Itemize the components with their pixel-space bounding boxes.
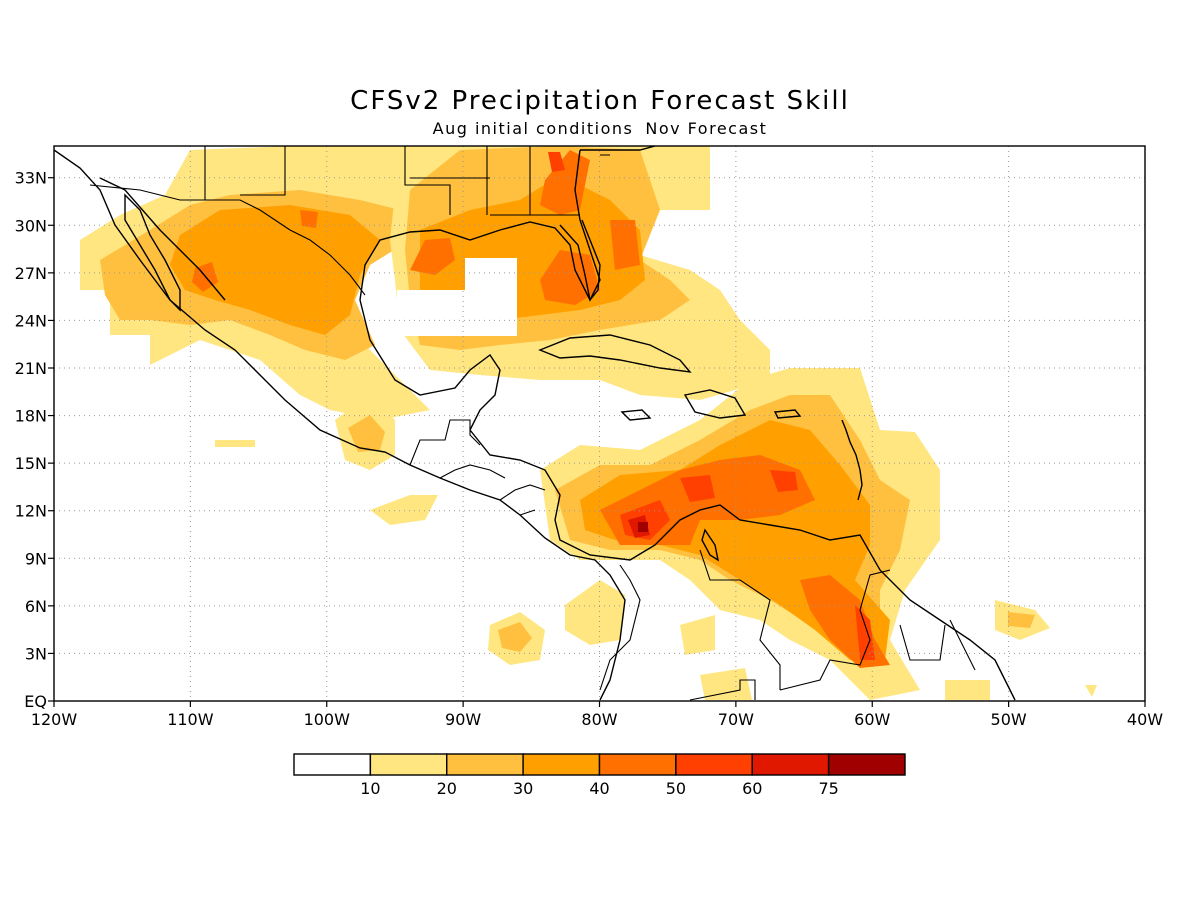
border-us-states (204, 146, 610, 216)
lon-tick-label: 60W (854, 710, 890, 729)
latitude-labels: 33N 30N 27N 24N 21N 18N 15N 12N 9N 6N 3N EQ (15, 169, 54, 711)
colorbar-label: 40 (589, 779, 609, 798)
shade-gulf-missing-b (397, 290, 465, 336)
lon-tick-label: 110W (167, 710, 214, 729)
coastline-atlantic-us (580, 146, 656, 151)
lon-tick-label: 40W (1127, 710, 1163, 729)
shade-caribbean-c7 (638, 522, 648, 532)
coastline-gulf-mexico (359, 149, 601, 302)
coastline-gulf-california (99, 177, 226, 301)
shade-mexico-c4 (192, 210, 318, 292)
lon-tick-label: 120W (31, 710, 78, 729)
lon-tick-label: 70W (718, 710, 754, 729)
colorbar-label: 75 (818, 779, 838, 798)
coastline-puerto-rico (773, 409, 802, 419)
shade-gulf-c4a (410, 238, 455, 275)
coastline-hispaniola (683, 389, 747, 419)
colorbar-swatch (751, 753, 830, 776)
lat-tick-label: 27N (15, 264, 47, 283)
coastline-cuba (538, 334, 692, 373)
shade-centralam-c2 (348, 415, 385, 452)
longitude-labels: 120W 110W 100W 90W 80W 70W 60W 50W 40W (31, 701, 1163, 729)
lat-tick-label: 21N (15, 359, 47, 378)
lat-tick-label: 30N (15, 216, 47, 235)
country-borders (89, 146, 976, 701)
skill-shading (80, 146, 1097, 700)
shade-gulf-missing-a (465, 258, 517, 336)
shade-amazon-blob-c2 (1008, 612, 1035, 628)
colorbar-swatch (446, 753, 524, 776)
colorbar-swatch (598, 753, 677, 776)
shade-gulf-c4d (610, 220, 640, 270)
border-colombia (599, 549, 781, 701)
coastline-baja (124, 193, 181, 312)
lat-tick-label: 3N (25, 644, 47, 663)
lat-tick-label: EQ (24, 692, 47, 711)
coastline-yucatan (359, 299, 501, 431)
colorbar-swatch (293, 753, 372, 776)
border-guatemala-mexico (409, 419, 481, 466)
colorbar-label: 50 (666, 779, 686, 798)
lat-tick-label: 6N (25, 597, 47, 616)
shade-caribbean-c4 (600, 455, 890, 668)
lat-tick-label: 18N (15, 407, 47, 426)
shade-amazon-blob (680, 600, 1097, 700)
lon-tick-label: 100W (304, 710, 351, 729)
colorbar-swatch (369, 753, 448, 776)
colorbar-label: 60 (742, 779, 762, 798)
colorbar-swatch (827, 753, 906, 776)
border-centralam (439, 464, 546, 516)
shade-mexico-c3 (170, 205, 380, 335)
colorbar-label: 30 (513, 779, 533, 798)
coastline-maracaibo (701, 528, 720, 562)
shade-pacific-blob-c2 (498, 622, 532, 652)
coastline-jamaica (620, 409, 652, 421)
colorbar-legend: 10 20 30 40 50 60 75 (293, 753, 906, 798)
coastline-florida (559, 219, 601, 302)
colorbar-label: 10 (360, 779, 380, 798)
coastline-caribbean-centralam (469, 429, 1016, 701)
lon-tick-label: 50W (991, 710, 1027, 729)
lat-tick-label: 12N (15, 502, 47, 521)
lat-tick-label: 33N (15, 169, 47, 188)
lat-tick-label: 15N (15, 454, 47, 473)
colorbar-swatch (675, 753, 753, 776)
subtitle-initial-conditions: Aug initial conditions (432, 119, 634, 138)
lon-tick-label: 90W (445, 710, 481, 729)
colorbar-label: 20 (437, 779, 457, 798)
subtitle-forecast-month: Nov Forecast (645, 119, 768, 138)
lat-tick-label: 24N (15, 311, 47, 330)
map-subtitle: Aug initial conditions Nov Forecast (0, 119, 1200, 138)
shade-centralam-c1c (370, 495, 438, 525)
lon-tick-label: 80W (581, 710, 617, 729)
shade-colombia-blob (565, 580, 625, 645)
shade-centralam-c1b (215, 440, 255, 447)
coastline-pacific (54, 149, 626, 701)
lat-tick-label: 9N (25, 549, 47, 568)
coastline-lesser-antilles (841, 419, 863, 501)
border-us-mexico (89, 184, 366, 296)
coastlines (54, 146, 1016, 701)
shade-gulf-c5 (548, 152, 565, 172)
map-title: CFSv2 Precipitation Forecast Skill (350, 86, 850, 116)
colorbar-swatch (522, 753, 601, 776)
border-venezuela-guyana (779, 569, 976, 691)
